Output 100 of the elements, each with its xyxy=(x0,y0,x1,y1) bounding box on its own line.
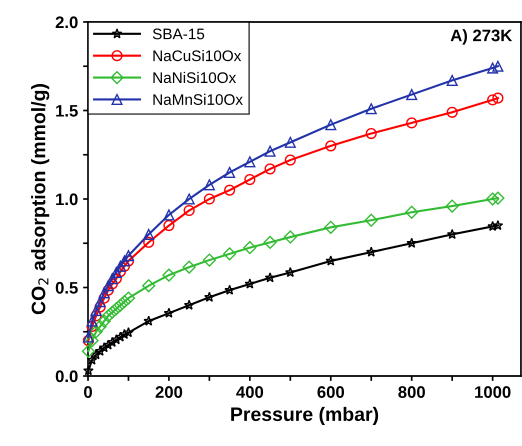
point xyxy=(325,119,336,130)
point xyxy=(487,94,498,106)
point xyxy=(204,292,215,302)
point xyxy=(223,247,236,260)
point xyxy=(264,163,276,174)
point xyxy=(324,220,338,234)
point xyxy=(202,253,216,267)
point xyxy=(86,354,98,365)
point xyxy=(82,335,94,346)
point xyxy=(110,302,123,316)
point xyxy=(406,238,418,248)
point xyxy=(115,332,126,342)
point xyxy=(98,314,111,328)
y-axis-title: CO$_{2}$ adsorption (mmol/g) xyxy=(31,84,50,314)
point xyxy=(263,236,277,249)
point xyxy=(284,266,296,278)
x-tick-label: 0 xyxy=(84,386,92,398)
x-tick-label: 400 xyxy=(236,386,264,398)
point xyxy=(86,316,98,327)
point xyxy=(244,174,256,186)
point xyxy=(94,346,106,356)
point xyxy=(114,298,127,312)
point xyxy=(122,250,134,262)
point xyxy=(142,279,156,292)
point xyxy=(446,199,459,213)
point xyxy=(102,309,115,322)
point xyxy=(284,230,297,244)
point xyxy=(224,184,236,196)
point xyxy=(163,209,174,220)
point xyxy=(486,192,500,206)
legend-label: NaCuSi10Ox xyxy=(153,50,242,62)
point xyxy=(366,103,377,114)
point xyxy=(405,206,418,219)
point xyxy=(102,339,114,350)
point xyxy=(492,220,504,230)
y-tick-label: 1.5 xyxy=(56,105,78,117)
point xyxy=(244,156,256,168)
x-tick-label: 600 xyxy=(317,386,344,398)
x-tick-label: 200 xyxy=(156,386,182,398)
point xyxy=(106,273,118,284)
point xyxy=(184,193,195,205)
point xyxy=(364,214,378,227)
point xyxy=(143,236,154,248)
point xyxy=(102,280,114,292)
legend-label: SBA-15 xyxy=(152,28,204,40)
point xyxy=(114,260,126,272)
point xyxy=(94,320,107,334)
x-tick-label: 800 xyxy=(398,386,425,398)
point xyxy=(164,308,174,318)
point xyxy=(446,106,458,118)
point xyxy=(82,332,94,343)
point xyxy=(94,296,106,308)
x-axis-title: Pressure (mbar) xyxy=(231,406,378,425)
point xyxy=(446,228,458,240)
legend-label: NaNiSi10Ox xyxy=(153,72,236,84)
point xyxy=(284,154,296,166)
x-tick-label: 1000 xyxy=(475,386,510,398)
point xyxy=(224,166,236,178)
point xyxy=(85,334,99,348)
point xyxy=(325,255,336,266)
point xyxy=(83,365,94,376)
point xyxy=(82,344,95,358)
point xyxy=(284,136,296,148)
point xyxy=(86,320,98,332)
point xyxy=(90,349,102,360)
y-tick-label: 1.0 xyxy=(56,193,78,206)
y-tick-label: 0.5 xyxy=(56,282,78,294)
point xyxy=(406,117,418,128)
point xyxy=(204,179,215,190)
point xyxy=(491,192,504,205)
point xyxy=(406,89,418,100)
y-tick-label: 2.0 xyxy=(56,16,78,28)
point xyxy=(487,62,498,74)
point xyxy=(118,295,132,308)
point xyxy=(492,60,504,72)
point xyxy=(184,204,195,216)
point xyxy=(143,228,154,240)
point xyxy=(106,306,119,319)
point xyxy=(204,193,215,205)
legend-label: NaMnSi10Ox xyxy=(153,94,243,105)
y-tick-label: 0.0 xyxy=(56,370,78,382)
point xyxy=(106,336,118,347)
point xyxy=(243,241,256,254)
annotation: A) 273K xyxy=(450,29,512,45)
point xyxy=(111,334,122,344)
point xyxy=(492,92,504,104)
point xyxy=(122,292,136,305)
point xyxy=(244,278,256,289)
point xyxy=(110,266,122,278)
point xyxy=(184,300,194,310)
point xyxy=(163,220,174,232)
point xyxy=(264,272,276,282)
point xyxy=(366,246,377,257)
point xyxy=(119,328,130,340)
point xyxy=(162,268,176,282)
point xyxy=(182,260,196,274)
point xyxy=(118,255,130,267)
point xyxy=(366,128,377,140)
point xyxy=(123,327,134,338)
point xyxy=(446,74,458,86)
